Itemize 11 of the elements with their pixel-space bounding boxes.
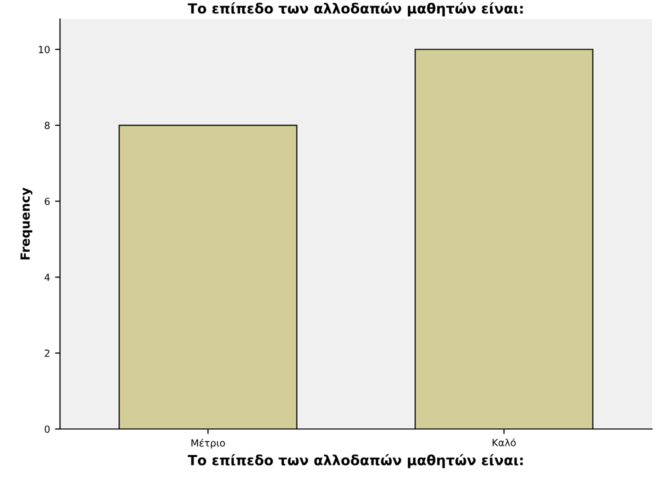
y-tick-label: 6 bbox=[44, 198, 50, 206]
x-tick-label: Μέτριο bbox=[192, 438, 225, 449]
x-tick-label: Καλό bbox=[492, 438, 516, 446]
x-axis-title: Το επίπεδο των αλλοδαπών μαθητών είναι: bbox=[188, 454, 523, 468]
y-axis-title: Frequency bbox=[20, 188, 32, 260]
y-tick-label: 4 bbox=[44, 274, 50, 281]
y-tick-label: 2 bbox=[44, 350, 50, 357]
y-tick-label: 8 bbox=[44, 122, 50, 130]
y-tick-label: 10 bbox=[38, 46, 50, 54]
y-tick-label: 0 bbox=[44, 425, 50, 433]
chart-title: Το επίπεδο των αλλοδαπών μαθητών είναι: bbox=[188, 2, 523, 16]
